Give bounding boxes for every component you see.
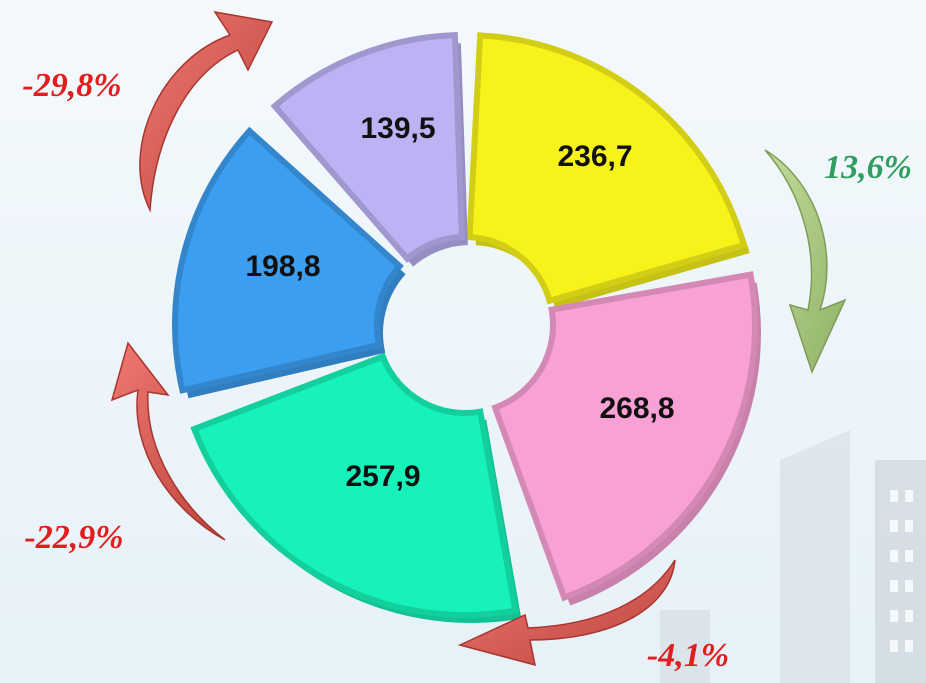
change-label: -4,1% [647, 637, 729, 674]
ring: 236,7 268,8 257,9 198,8 139,5 [172, 32, 761, 624]
arrow [764, 149, 847, 375]
arrow [139, 10, 274, 213]
segment [466, 32, 748, 305]
change-label: 13,6% [824, 149, 912, 186]
segment [270, 32, 466, 263]
change-label: -29,8% [22, 67, 121, 104]
segment [491, 271, 758, 602]
segment-label: 139,5 [360, 112, 435, 145]
arrow [110, 341, 226, 541]
change-label: -22,9% [24, 519, 123, 556]
segment [190, 352, 519, 618]
segment [172, 126, 404, 394]
arrow [457, 559, 676, 667]
changes: 13,6% -4,1% -22,9% -29,8% [22, 67, 911, 674]
segment-label: 198,8 [245, 250, 320, 283]
segment-label: 236,7 [557, 140, 632, 173]
buildings [660, 430, 926, 683]
arrows [110, 10, 847, 667]
segment-label: 257,9 [345, 460, 420, 493]
segment-label: 268,8 [599, 392, 674, 425]
